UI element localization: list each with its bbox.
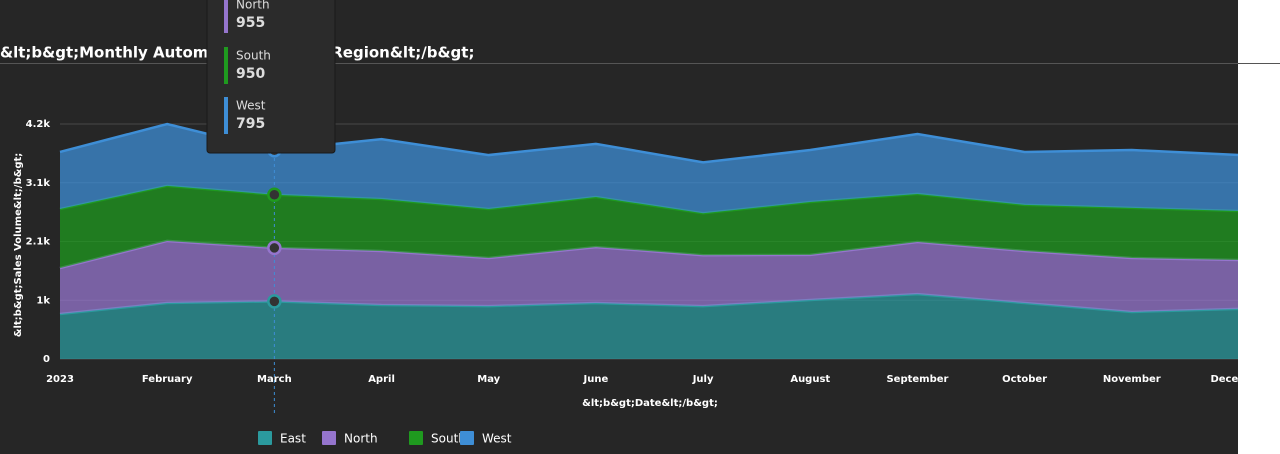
y-tick-label: 3.1k bbox=[26, 178, 51, 189]
x-tick-label: October bbox=[1002, 374, 1047, 385]
tooltip-value: 955 bbox=[236, 15, 265, 31]
x-tick-label: 2023 bbox=[46, 374, 74, 385]
tooltip-box bbox=[206, 0, 336, 154]
y-tick-label: 0 bbox=[43, 354, 50, 365]
series-area bbox=[60, 185, 1239, 269]
y-tick-label: 4.2k bbox=[26, 119, 51, 130]
x-tick-label: September bbox=[886, 374, 948, 385]
legend-label: South bbox=[431, 432, 466, 446]
x-tick-label: July bbox=[692, 374, 714, 385]
y-tick-label: 2.1k bbox=[26, 237, 51, 248]
legend-swatch bbox=[322, 431, 336, 445]
tooltip-value: 795 bbox=[236, 116, 265, 132]
tooltip-series-name: North bbox=[236, 0, 270, 12]
series-area bbox=[60, 124, 1239, 214]
legend-swatch bbox=[409, 431, 423, 445]
hover-marker bbox=[267, 294, 282, 309]
tooltip-swatch bbox=[224, 97, 228, 134]
right-margin bbox=[1238, 0, 1280, 454]
x-tick-label: November bbox=[1103, 374, 1161, 385]
tooltip-swatch bbox=[224, 47, 228, 84]
y-tick-label: 1k bbox=[36, 295, 50, 306]
legend-swatch bbox=[460, 431, 474, 445]
series-area bbox=[60, 240, 1239, 314]
x-tick-label: February bbox=[142, 374, 193, 385]
x-axis-label: &lt;b&gt;Date&lt;/b&gt; bbox=[582, 398, 718, 409]
legend-label: West bbox=[482, 432, 512, 446]
x-tick-label: April bbox=[368, 374, 395, 385]
tooltip: North 955 South 950 West 795 bbox=[206, 0, 336, 154]
series-area bbox=[60, 294, 1239, 359]
x-tick-label: June bbox=[583, 374, 609, 385]
legend-label: North bbox=[344, 432, 378, 446]
tooltip-value: 950 bbox=[236, 66, 265, 82]
x-tick-label: May bbox=[477, 374, 500, 385]
series-line bbox=[59, 292, 1240, 316]
hover-marker bbox=[267, 187, 282, 203]
x-tick-label: August bbox=[790, 374, 830, 385]
hover-marker bbox=[267, 240, 282, 256]
legend-label: East bbox=[280, 432, 306, 446]
tooltip-series-name: West bbox=[236, 99, 266, 113]
y-axis-label: &lt;b&gt;Sales Volume&lt;/b&gt; bbox=[13, 153, 24, 338]
x-tick-label: March bbox=[257, 374, 292, 385]
legend: East North South West bbox=[258, 431, 512, 446]
tooltip-swatch bbox=[224, 0, 228, 33]
tooltip-series-name: South bbox=[236, 49, 271, 63]
areas bbox=[59, 104, 1240, 413]
legend-swatch bbox=[258, 431, 272, 445]
